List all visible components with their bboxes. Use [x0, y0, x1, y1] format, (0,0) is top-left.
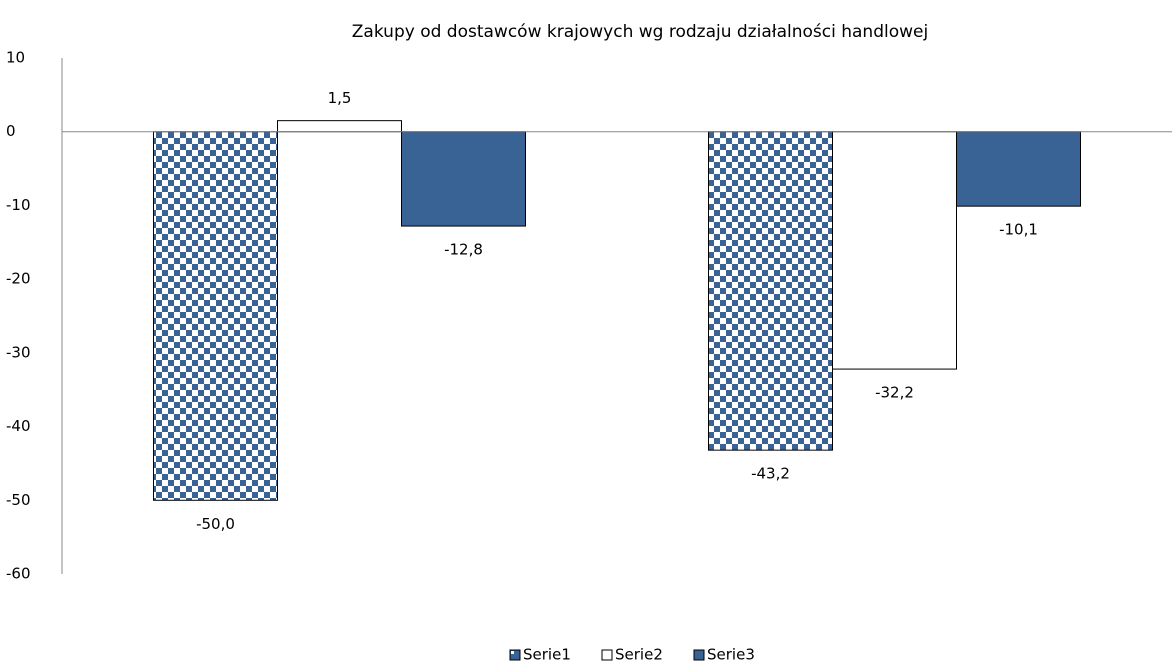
- y-tick-label: 10: [6, 49, 25, 67]
- y-tick-label: -20: [6, 270, 31, 288]
- chart-title: Zakupy od dostawców krajowych wg rodzaju…: [352, 22, 928, 42]
- y-tick-label: 0: [6, 122, 16, 140]
- value-label: -10,1: [999, 221, 1038, 239]
- legend-swatch: [509, 649, 521, 661]
- value-label: -32,2: [875, 384, 914, 402]
- bar: [956, 131, 1081, 207]
- y-tick-label: -10: [6, 196, 31, 214]
- y-tick-label: -50: [6, 491, 31, 509]
- value-label: -43,2: [751, 465, 790, 483]
- legend-swatch: [693, 649, 705, 661]
- y-tick-label: -60: [6, 565, 31, 583]
- legend-swatch-detail: [511, 651, 514, 654]
- bar: [832, 131, 957, 370]
- bar: [153, 131, 278, 501]
- bar: [401, 131, 526, 227]
- y-tick-label: -30: [6, 343, 31, 361]
- legend-label: Serie1: [523, 646, 571, 664]
- value-label: 1,5: [328, 89, 352, 107]
- legend-swatch: [601, 649, 613, 661]
- bar: [708, 131, 833, 451]
- legend-label: Serie3: [707, 646, 755, 664]
- legend-label: Serie2: [615, 646, 663, 664]
- value-label: -50,0: [196, 515, 235, 533]
- value-label: -12,8: [444, 241, 483, 259]
- bar: [277, 120, 402, 133]
- y-tick-label: -40: [6, 417, 31, 435]
